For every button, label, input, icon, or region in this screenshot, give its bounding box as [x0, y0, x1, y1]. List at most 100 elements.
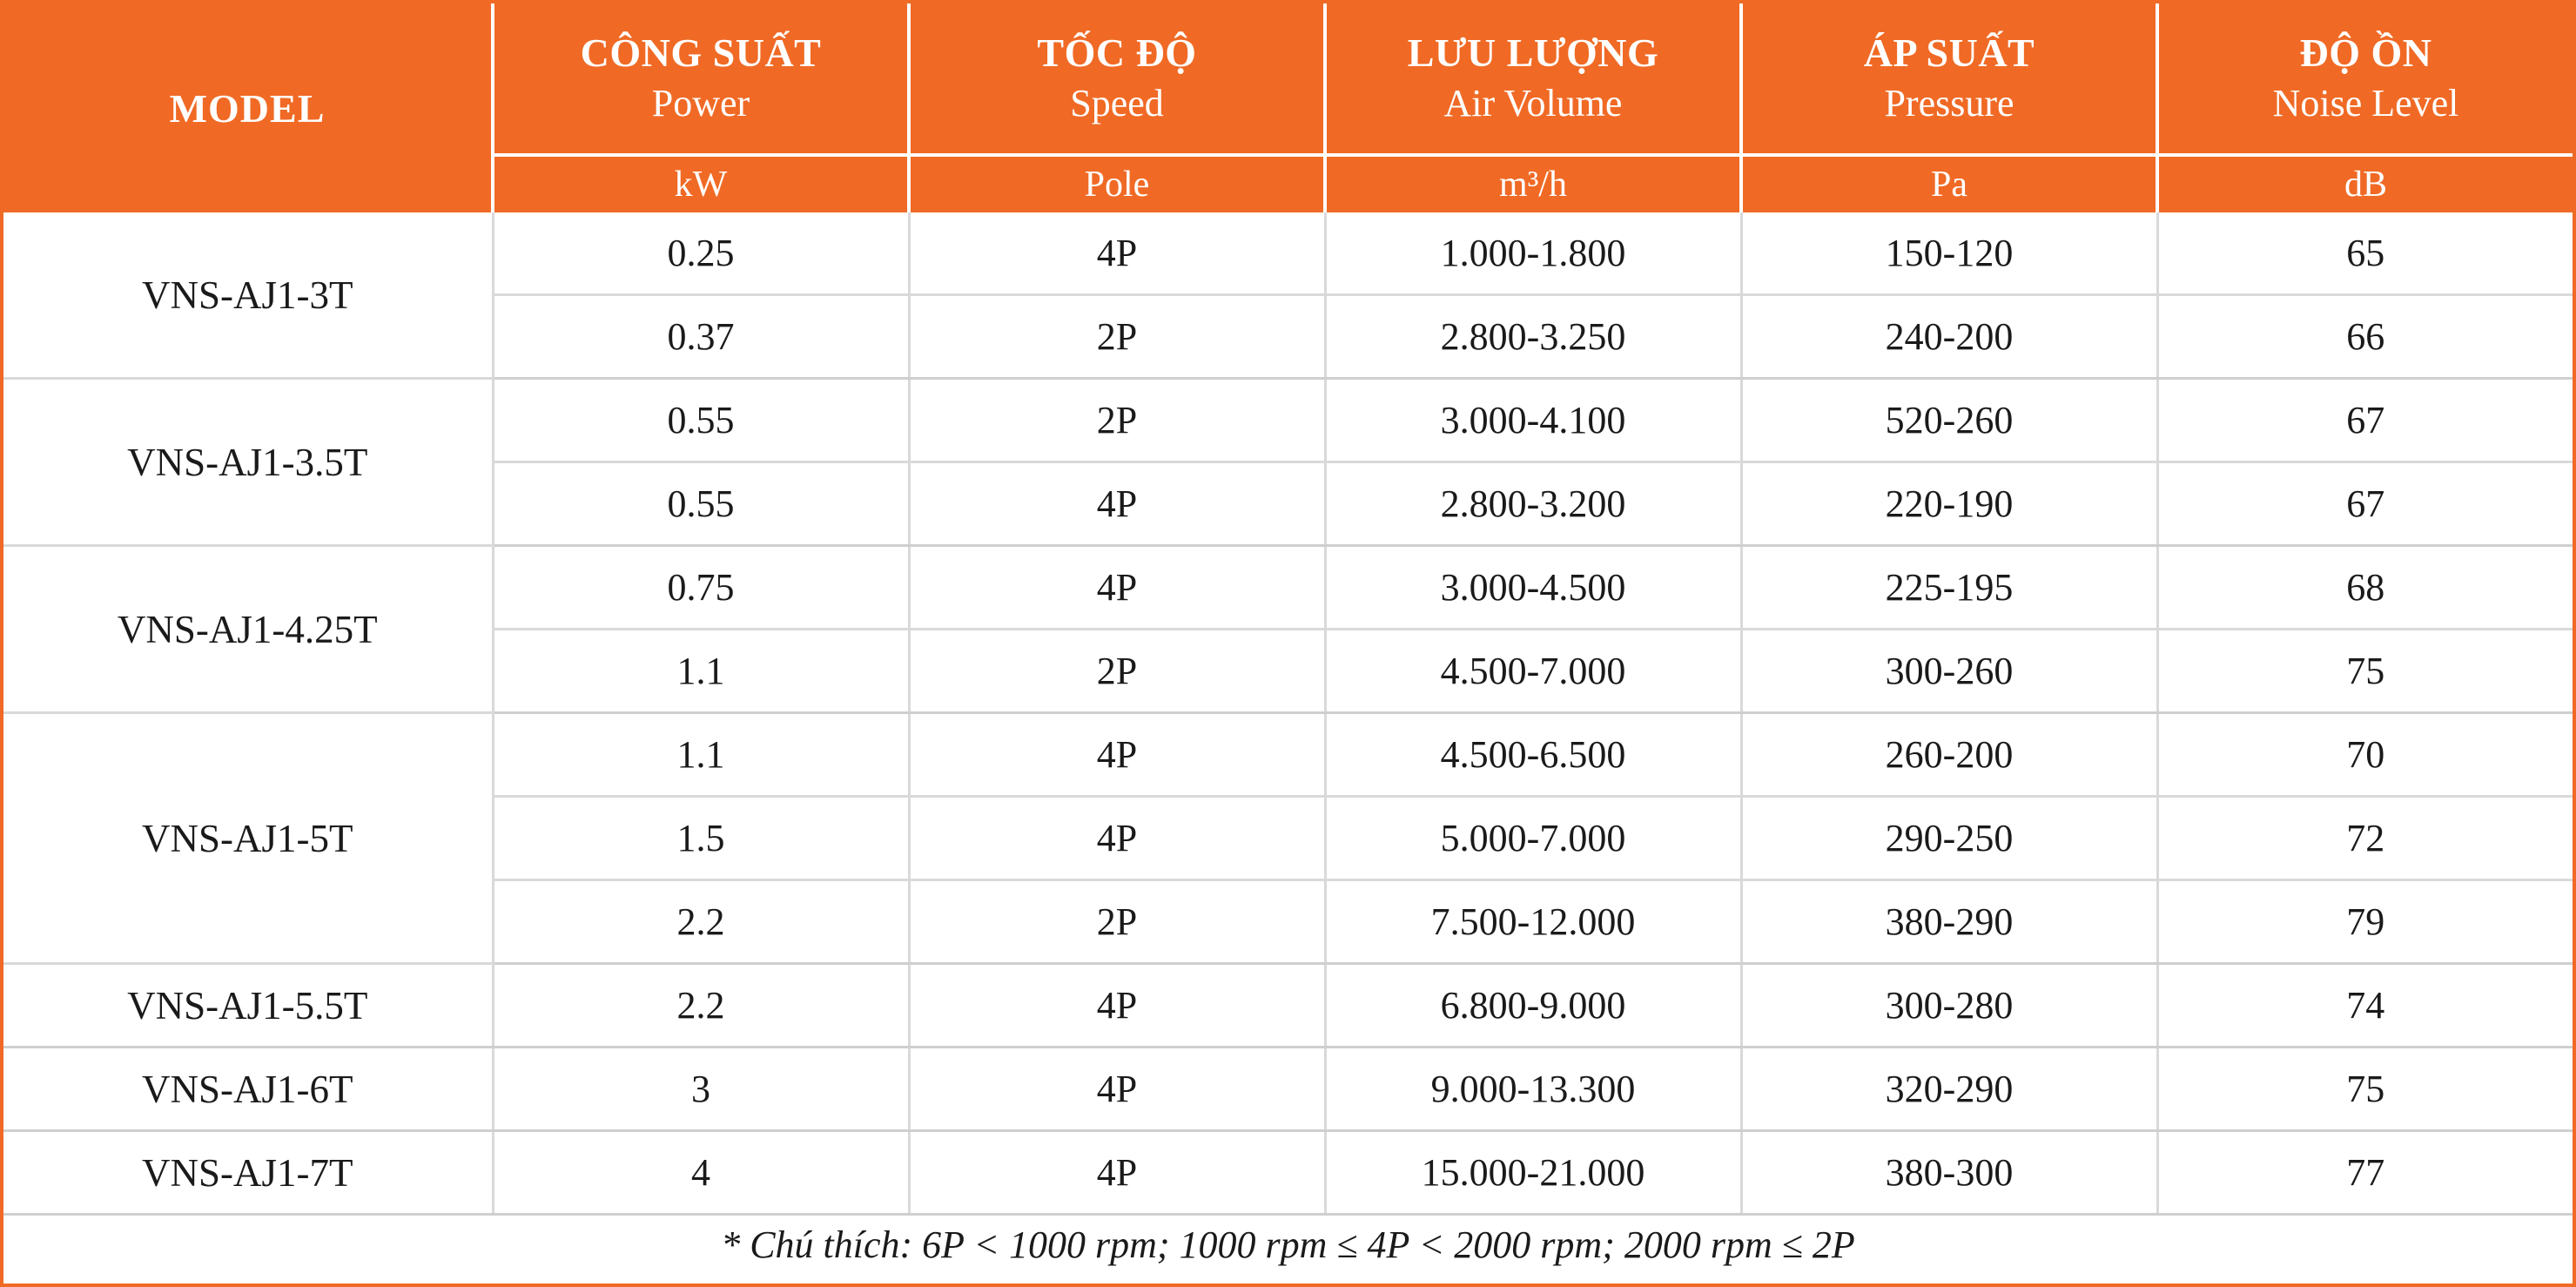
table-row: 1.5 4P 5.000-7.000 290-250 72 [3, 796, 2573, 881]
table-row: VNS-AJ1-7T 4 4P 15.000-21.000 380-300 77 [3, 1130, 2573, 1216]
header-speed-en: Speed [1070, 82, 1164, 125]
speed-cell: 2P [909, 294, 1327, 380]
header-power-en: Power [651, 82, 750, 125]
table-row: VNS-AJ1-4.25T 0.75 4P 3.000-4.500 225-19… [3, 545, 2573, 714]
speed-cell: 2P [909, 378, 1327, 463]
header-speed-vi: TỐC ĐỘ [1037, 30, 1197, 75]
noise-cell: 70 [2157, 712, 2573, 798]
noise-cell: 67 [2157, 378, 2573, 463]
header-noise-vi: ĐỘ ỒN [2299, 30, 2432, 75]
pressure-cell: 520-260 [1741, 378, 2159, 463]
model-cell: VNS-AJ1-7T [3, 1130, 494, 1216]
header-noise-en: Noise Level [2272, 82, 2459, 125]
power-cell: 3 [493, 1047, 911, 1132]
noise-cell: 79 [2157, 879, 2573, 965]
noise-cell: 66 [2157, 294, 2573, 380]
pressure-cell: 300-260 [1741, 629, 2159, 714]
model-cell: VNS-AJ1-5.5T [3, 963, 494, 1048]
table-row: 0.55 4P 2.800-3.200 220-190 67 [3, 462, 2573, 547]
header-air-volume-vi: LƯU LƯỢNG [1407, 30, 1659, 75]
noise-cell: 75 [2157, 629, 2573, 714]
model-cell: VNS-AJ1-6T [3, 1047, 494, 1132]
air-volume-cell: 9.000-13.300 [1325, 1047, 1743, 1132]
air-volume-cell: 3.000-4.100 [1325, 378, 1743, 463]
pressure-cell: 300-280 [1741, 963, 2159, 1048]
table-row: VNS-AJ1-3T 0.25 4P 1.000-1.800 150-120 6… [3, 212, 2573, 380]
header-power: CÔNG SUẤT Power [493, 3, 911, 155]
pressure-cell: 380-290 [1741, 879, 2159, 965]
air-volume-cell: 7.500-12.000 [1325, 879, 1743, 965]
header-power-vi: CÔNG SUẤT [580, 30, 822, 75]
pressure-cell: 260-200 [1741, 712, 2159, 798]
table-body: VNS-AJ1-3T 0.25 4P 1.000-1.800 150-120 6… [3, 212, 2573, 1273]
table-row: 2.2 2P 7.500-12.000 380-290 79 [3, 879, 2573, 965]
speed-cell: 4P [909, 1130, 1327, 1216]
header-pressure: ÁP SUẤT Pressure [1741, 3, 2159, 155]
air-volume-cell: 4.500-7.000 [1325, 629, 1743, 714]
air-volume-cell: 2.800-3.200 [1325, 462, 1743, 547]
header-pressure-vi: ÁP SUẤT [1863, 30, 2035, 75]
air-volume-cell: 3.000-4.500 [1325, 545, 1743, 630]
noise-cell: 67 [2157, 462, 2573, 547]
noise-cell: 74 [2157, 963, 2573, 1048]
air-volume-cell: 6.800-9.000 [1325, 963, 1743, 1048]
speed-cell: 2P [909, 629, 1327, 714]
power-cell: 1.5 [493, 796, 911, 881]
noise-cell: 65 [2157, 212, 2573, 296]
air-volume-cell: 15.000-21.000 [1325, 1130, 1743, 1216]
model-cell: VNS-AJ1-3.5T [3, 378, 494, 547]
power-cell: 0.55 [493, 378, 911, 463]
air-volume-cell: 2.800-3.250 [1325, 294, 1743, 380]
air-volume-cell: 5.000-7.000 [1325, 796, 1743, 881]
power-cell: 0.37 [493, 294, 911, 380]
pressure-cell: 290-250 [1741, 796, 2159, 881]
power-cell: 0.25 [493, 212, 911, 296]
air-volume-cell: 1.000-1.800 [1325, 212, 1743, 296]
speed-cell: 4P [909, 1047, 1327, 1132]
noise-cell: 75 [2157, 1047, 2573, 1132]
power-cell: 4 [493, 1130, 911, 1216]
pressure-cell: 225-195 [1741, 545, 2159, 630]
unit-noise: dB [2157, 153, 2573, 212]
noise-cell: 72 [2157, 796, 2573, 881]
speed-cell: 4P [909, 212, 1327, 296]
speed-cell: 4P [909, 462, 1327, 547]
power-cell: 0.75 [493, 545, 911, 630]
speed-cell: 4P [909, 712, 1327, 798]
table-row: 0.37 2P 2.800-3.250 240-200 66 [3, 294, 2573, 380]
header-model: MODEL [3, 3, 494, 212]
pressure-cell: 150-120 [1741, 212, 2159, 296]
speed-cell: 4P [909, 963, 1327, 1048]
speed-cell: 4P [909, 545, 1327, 630]
pressure-cell: 240-200 [1741, 294, 2159, 380]
power-cell: 0.55 [493, 462, 911, 547]
model-cell: VNS-AJ1-4.25T [3, 545, 494, 714]
unit-power: kW [493, 153, 911, 212]
speed-cell: 2P [909, 879, 1327, 965]
header-air-volume: LƯU LƯỢNG Air Volume [1325, 3, 1743, 155]
header-air-volume-en: Air Volume [1443, 82, 1623, 125]
table-row: VNS-AJ1-6T 3 4P 9.000-13.300 320-290 75 [3, 1047, 2573, 1132]
table-row: 1.1 2P 4.500-7.000 300-260 75 [3, 629, 2573, 714]
note-row: * Chú thích: 6P < 1000 rpm; 1000 rpm ≤ 4… [3, 1215, 2573, 1274]
model-cell: VNS-AJ1-3T [3, 212, 494, 380]
fan-spec-table: MODEL CÔNG SUẤT Power TỐC ĐỘ Speed LƯU LƯỢ… [3, 3, 2573, 1273]
noise-cell: 68 [2157, 545, 2573, 630]
power-cell: 1.1 [493, 712, 911, 798]
header-noise: ĐỘ ỒN Noise Level [2157, 3, 2573, 155]
table-header: MODEL CÔNG SUẤT Power TỐC ĐỘ Speed LƯU LƯỢ… [3, 3, 2573, 212]
header-pressure-en: Pressure [1884, 82, 2014, 125]
table-row: VNS-AJ1-3.5T 0.55 2P 3.000-4.100 520-260… [3, 378, 2573, 547]
speed-cell: 4P [909, 796, 1327, 881]
footnote: * Chú thích: 6P < 1000 rpm; 1000 rpm ≤ 4… [721, 1223, 1855, 1266]
header-speed: TỐC ĐỘ Speed [909, 3, 1327, 155]
power-cell: 2.2 [493, 963, 911, 1048]
pressure-cell: 320-290 [1741, 1047, 2159, 1132]
pressure-cell: 380-300 [1741, 1130, 2159, 1216]
unit-speed: Pole [909, 153, 1327, 212]
power-cell: 2.2 [493, 879, 911, 965]
unit-pressure: Pa [1741, 153, 2159, 212]
unit-air-volume: m³/h [1325, 153, 1743, 212]
noise-cell: 77 [2157, 1130, 2573, 1216]
